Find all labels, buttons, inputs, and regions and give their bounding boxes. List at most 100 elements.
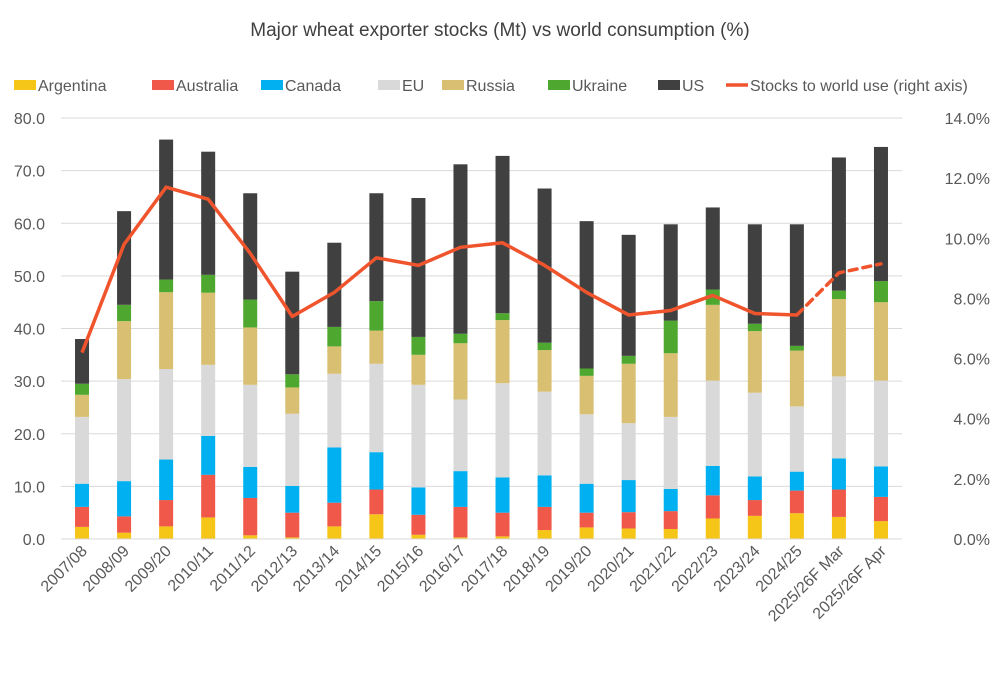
y-tick-label: 0.0: [23, 532, 45, 549]
bar-canada: [327, 447, 341, 502]
chart-title: Major wheat exporter stocks (Mt) vs worl…: [250, 20, 749, 41]
bar-russia: [201, 293, 215, 365]
y-tick-label: 20.0: [14, 427, 45, 444]
bar-argentina: [580, 527, 594, 539]
bar-ukraine: [453, 334, 467, 343]
legend-swatch: [658, 80, 680, 90]
bar-eu: [369, 364, 383, 452]
bar-australia: [159, 500, 173, 526]
bar-russia: [327, 346, 341, 373]
bar-russia: [790, 351, 804, 407]
bar-eu: [748, 393, 762, 477]
bar-us: [706, 207, 720, 289]
legend-label: Russia: [466, 78, 515, 95]
bar-canada: [243, 467, 257, 498]
line-actual: [82, 187, 797, 352]
bar-eu: [496, 383, 510, 477]
x-tick-label: 2010/11: [165, 543, 217, 595]
bar-canada: [622, 480, 636, 512]
bar-us: [496, 156, 510, 313]
bar-russia: [243, 327, 257, 384]
bar-canada: [538, 475, 552, 507]
y2-tick-label: 6.0%: [954, 352, 990, 369]
x-tick-label: 2025/26F Apr: [810, 542, 890, 622]
bar-australia: [327, 503, 341, 527]
bar-canada: [580, 484, 594, 513]
bar-ukraine: [327, 327, 341, 346]
legend-label: Stocks to world use (right axis): [750, 78, 968, 95]
bar-eu: [411, 385, 425, 488]
y2-tick-label: 14.0%: [945, 111, 990, 128]
bar-argentina: [201, 517, 215, 539]
x-tick-label: 2009/20: [122, 543, 175, 596]
bar-ukraine: [117, 305, 131, 321]
bar-us: [327, 243, 341, 327]
bar-us: [201, 152, 215, 275]
bar-australia: [453, 507, 467, 538]
bar-canada: [496, 477, 510, 512]
bar-eu: [327, 374, 341, 448]
bar-russia: [874, 302, 888, 380]
bar-us: [369, 193, 383, 301]
gridlines: [61, 118, 902, 539]
legend-item: Ukraine: [548, 78, 627, 95]
bar-eu: [201, 365, 215, 436]
legend-label: Ukraine: [572, 78, 627, 95]
legend-item: Canada: [261, 78, 341, 95]
bar-russia: [748, 331, 762, 393]
bar-argentina: [243, 535, 257, 539]
bar-ukraine: [369, 301, 383, 330]
bar-russia: [706, 305, 720, 381]
bar-us: [622, 235, 636, 356]
y2-tick-label: 0.0%: [954, 532, 990, 549]
bar-canada: [832, 458, 846, 489]
bar-us: [75, 339, 89, 384]
bar-eu: [285, 414, 299, 486]
bar-argentina: [622, 528, 636, 539]
legend-swatch: [152, 80, 174, 90]
bar-australia: [790, 491, 804, 514]
bar-russia: [117, 321, 131, 379]
y-tick-label: 10.0: [14, 479, 45, 496]
legend-item: Argentina: [14, 78, 107, 95]
bar-ukraine: [243, 300, 257, 328]
legend-item: Australia: [152, 78, 238, 95]
bar-australia: [75, 507, 89, 527]
bar-russia: [622, 364, 636, 423]
bar-russia: [285, 387, 299, 413]
bar-canada: [411, 487, 425, 514]
legend-item: Stocks to world use (right axis): [726, 78, 968, 95]
legend-label: US: [682, 78, 704, 95]
legend-swatch: [261, 80, 283, 90]
bar-us: [874, 147, 888, 281]
bar-canada: [664, 489, 678, 511]
bar-us: [790, 224, 804, 346]
bar-argentina: [874, 521, 888, 539]
bar-canada: [117, 481, 131, 516]
bar-argentina: [538, 530, 552, 539]
bar-argentina: [159, 526, 173, 539]
bar-canada: [874, 466, 888, 497]
bar-us: [411, 198, 425, 337]
bar-eu: [622, 423, 636, 480]
bar-ukraine: [411, 337, 425, 355]
bar-us: [159, 140, 173, 280]
y-tick-label: 50.0: [14, 269, 45, 286]
bar-australia: [117, 516, 131, 532]
bar-ukraine: [496, 313, 510, 320]
y-axis-left: 0.010.020.030.040.050.060.070.080.0: [14, 111, 45, 549]
legend-label: EU: [402, 78, 424, 95]
bar-argentina: [369, 514, 383, 539]
bar-ukraine: [159, 280, 173, 293]
bar-canada: [706, 466, 720, 495]
bar-eu: [453, 400, 467, 472]
bar-argentina: [327, 526, 341, 539]
bar-eu: [580, 414, 594, 483]
bar-eu: [706, 381, 720, 466]
bar-argentina: [706, 518, 720, 539]
bar-canada: [748, 476, 762, 500]
bar-eu: [790, 406, 804, 471]
bar-russia: [159, 292, 173, 369]
bar-eu: [117, 379, 131, 481]
